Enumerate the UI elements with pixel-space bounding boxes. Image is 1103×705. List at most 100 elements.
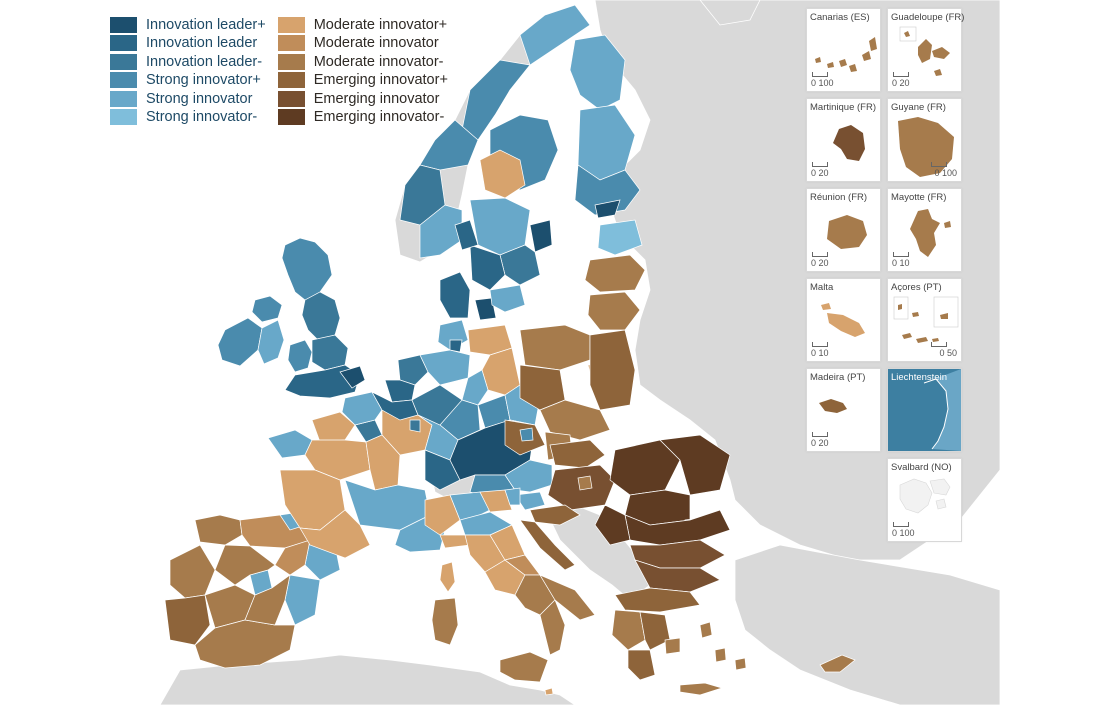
- inset-liechtenstein: Liechtenstein: [887, 368, 962, 452]
- legend-item: Strong innovator: [110, 90, 266, 108]
- scale-bar: [931, 162, 947, 167]
- inset-title: Svalbard (NO): [891, 462, 952, 473]
- inset-malta-map: [821, 303, 865, 337]
- region-denmark-zealand: [474, 297, 497, 321]
- region-finland-south: [574, 164, 641, 216]
- inset-scale: 0 100: [811, 78, 834, 88]
- legend-label: Strong innovator-: [146, 109, 258, 126]
- region-crete: [679, 682, 724, 696]
- scale-bar: [893, 72, 909, 77]
- region-attica: [664, 637, 681, 655]
- region-sweden-west: [469, 244, 506, 291]
- inset-guyane-map: [898, 117, 954, 177]
- region-malta-main: [544, 687, 554, 696]
- inset-acores-map: [893, 296, 959, 343]
- region-portugal-south: [164, 594, 211, 646]
- legend-item: Innovation leader: [110, 35, 266, 53]
- legend-label: Strong innovator+: [146, 72, 261, 89]
- region-greece-north: [614, 587, 701, 613]
- legend-label: Emerging innovator+: [313, 72, 448, 89]
- inset-reunion-map: [827, 215, 867, 249]
- inset-mayotte: Mayotte (FR) 0 10: [887, 188, 962, 272]
- region-andalusia: [194, 619, 296, 669]
- region-portugal-north: [169, 544, 216, 599]
- legend-swatch: [110, 72, 137, 89]
- region-corsica: [439, 561, 456, 593]
- region-north-england: [301, 291, 341, 341]
- region-baden-wurttemberg: [424, 449, 461, 491]
- scale-bar: [812, 162, 828, 167]
- legend-item: Moderate innovator: [277, 35, 448, 53]
- legend-item: Moderate innovator+: [277, 16, 448, 34]
- region-poland-north: [519, 324, 591, 371]
- inset-madeira-map: [819, 399, 847, 413]
- inset-scale: 0 20: [892, 78, 910, 88]
- region-piedmont: [424, 494, 461, 536]
- region-castile: [214, 544, 276, 586]
- legend-label: Innovation leader: [146, 35, 258, 52]
- legend-item: Innovation leader-: [110, 53, 266, 71]
- region-oslo: [454, 219, 479, 251]
- inset-svalbard: Svalbard (NO) 0 100: [887, 458, 962, 542]
- legend-swatch: [277, 53, 305, 70]
- scale-bar: [893, 252, 909, 257]
- legend-label: Innovation leader-: [146, 53, 263, 70]
- legend-item: Emerging innovator-: [277, 109, 448, 127]
- region-lithuania: [587, 291, 641, 331]
- region-aragon: [274, 539, 311, 576]
- legend-label: Strong innovator: [146, 90, 253, 107]
- region-romania-south: [624, 509, 731, 546]
- legend-swatch: [277, 35, 305, 52]
- inset-title: Madeira (PT): [810, 372, 866, 383]
- legend-column-right: Moderate innovator+ Moderate innovator M…: [277, 16, 448, 127]
- inset-svalbard-map: [899, 478, 951, 514]
- legend-label: Emerging innovator-: [313, 109, 445, 126]
- inset-madeira: Madeira (PT) 0 20: [806, 368, 881, 452]
- inset-canarias-map: [815, 37, 877, 72]
- inset-scale: 0 20: [811, 438, 829, 448]
- region-sweden-norrland: [479, 149, 526, 199]
- region-finland-north: [569, 34, 626, 111]
- region-hamburg: [449, 339, 463, 353]
- inset-title: Guadeloupe (FR): [891, 12, 965, 23]
- region-poland-east: [589, 329, 636, 411]
- scale-bar: [812, 342, 828, 347]
- scale-bar: [812, 252, 828, 257]
- region-romania-northeast: [659, 434, 731, 496]
- scale-bar: [812, 72, 828, 77]
- region-midlands: [311, 334, 349, 371]
- region-romania-west: [594, 504, 631, 546]
- legend-label: Innovation leader+: [146, 16, 266, 33]
- inset-guyane: Guyane (FR) 0 100: [887, 98, 962, 182]
- region-centre: [304, 439, 371, 481]
- inset-title: Mayotte (FR): [891, 192, 947, 203]
- region-castilla-mancha: [244, 574, 291, 626]
- region-slovakia: [549, 439, 606, 469]
- inset-title: Canarias (ES): [810, 12, 870, 23]
- region-luxembourg: [409, 419, 421, 433]
- region-sardinia: [431, 597, 459, 646]
- region-helsinki: [594, 199, 621, 219]
- scale-bar: [931, 342, 947, 347]
- inset-mayotte-map: [910, 209, 951, 257]
- region-netherlands-south: [384, 379, 416, 403]
- region-ireland-east: [257, 319, 285, 365]
- legend-label: Moderate innovator: [313, 35, 439, 52]
- region-croatia-coast: [519, 519, 576, 571]
- inset-liechtenstein-map: [888, 369, 961, 451]
- inset-scale: 0 20: [811, 258, 829, 268]
- legend-item: Emerging innovator+: [277, 72, 448, 90]
- legend-item: Emerging innovator: [277, 90, 448, 108]
- legend-label: Moderate innovator+: [313, 16, 448, 33]
- inset-scale: 0 100: [892, 528, 915, 538]
- inset-guadeloupe: Guadeloupe (FR) 0 20: [887, 8, 965, 92]
- legend: Innovation leader+ Innovation leader Inn…: [110, 16, 448, 126]
- legend-item: Moderate innovator-: [277, 53, 448, 71]
- region-calabria: [539, 599, 566, 656]
- inset-scale: 0 50: [939, 348, 957, 358]
- region-occitanie: [299, 509, 371, 559]
- region-denmark-jutland: [439, 271, 471, 319]
- region-valencia: [284, 574, 321, 626]
- inset-scale: 0 10: [811, 348, 829, 358]
- region-netherlands-north: [397, 354, 429, 386]
